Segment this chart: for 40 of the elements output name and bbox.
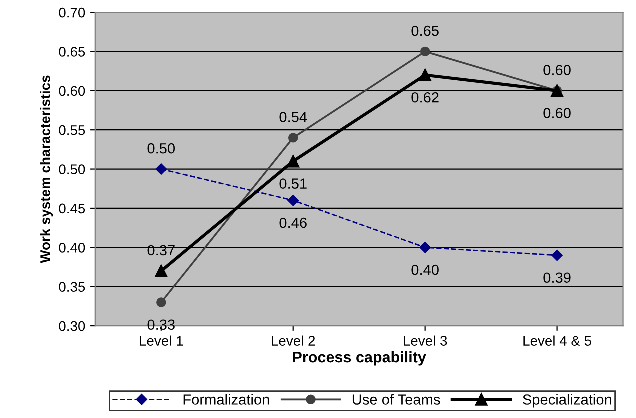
data-label: 0.60 <box>544 108 571 118</box>
x-tick-label: Level 4 & 5 <box>524 336 592 346</box>
point <box>420 242 431 254</box>
y-tick-label: 0.70 <box>59 8 86 18</box>
x-tick-label: Level 2 <box>272 336 316 346</box>
point <box>552 250 563 262</box>
data-label: 0.60 <box>544 65 571 76</box>
point <box>156 164 167 175</box>
x-tick-label: Level 1 <box>140 336 184 346</box>
y-axis-title: Work system characteristics <box>40 76 54 264</box>
legend-label: Use of Teams <box>352 394 440 405</box>
point <box>420 46 430 57</box>
data-label: 0.37 <box>148 245 175 256</box>
legend-label: Specialization <box>523 394 612 408</box>
point <box>155 264 168 278</box>
data-label: 0.62 <box>412 92 439 103</box>
legend-label: Formalization <box>184 394 270 405</box>
y-tick-label: 0.65 <box>59 47 86 57</box>
y-tick-label: 0.40 <box>59 243 86 253</box>
point <box>419 68 432 82</box>
x-axis-title: Process capability <box>293 351 426 366</box>
data-label: 0.50 <box>148 143 176 154</box>
point <box>288 195 299 206</box>
data-label: 0.39 <box>544 272 571 284</box>
data-label: 0.33 <box>148 320 175 330</box>
x-tick-label: Level 3 <box>404 336 448 346</box>
y-tick-label: 0.55 <box>59 125 86 136</box>
data-label: 0.65 <box>412 26 439 36</box>
y-tick-label: 0.50 <box>59 164 86 174</box>
point <box>156 298 166 308</box>
point <box>288 133 298 143</box>
data-label: 0.51 <box>280 178 307 189</box>
y-tick-label: 0.45 <box>59 204 86 214</box>
y-tick-label: 0.60 <box>59 86 86 96</box>
y-tick-label: 0.35 <box>59 282 86 292</box>
point <box>287 155 300 168</box>
data-label: 0.40 <box>412 264 439 276</box>
y-tick-label: 0.30 <box>59 321 86 332</box>
data-label: 0.46 <box>280 218 307 228</box>
data-label: 0.54 <box>280 112 308 122</box>
